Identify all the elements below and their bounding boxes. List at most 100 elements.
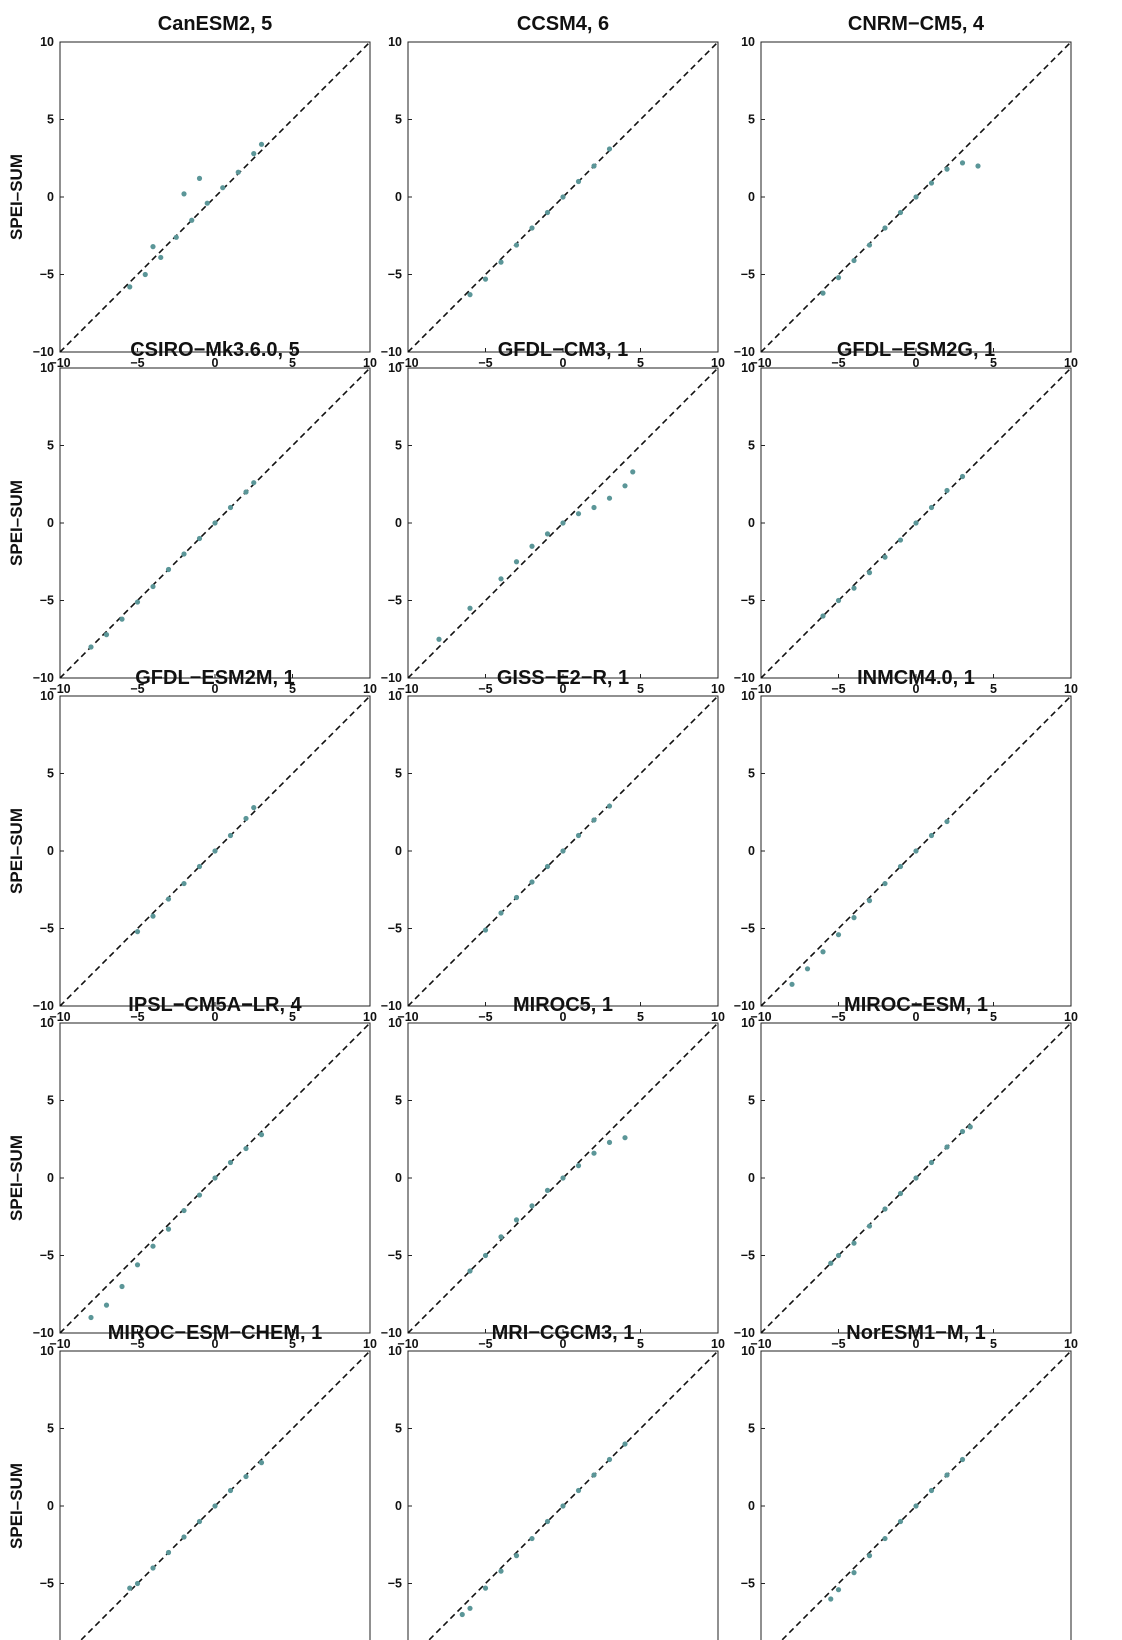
- one-to-one-reference-line: [59, 41, 371, 353]
- data-point: [789, 981, 795, 987]
- x-tick-label: −10: [750, 682, 771, 696]
- y-tick-label: −10: [33, 345, 54, 359]
- data-point: [258, 141, 265, 147]
- y-tick-label: −10: [33, 999, 54, 1013]
- y-tick-label: 10: [388, 689, 402, 703]
- data-point: [142, 271, 148, 278]
- data-point: [227, 504, 234, 511]
- panel-title: GFDL−ESM2G, 1: [837, 339, 995, 361]
- y-tick-label: 5: [748, 113, 755, 127]
- data-point: [103, 1302, 110, 1308]
- data-point: [459, 1611, 465, 1618]
- x-tick-label: 5: [637, 356, 644, 370]
- y-tick-label: −10: [381, 345, 402, 359]
- x-tick-label: 0: [560, 682, 567, 696]
- x-tick-label: −5: [831, 682, 845, 696]
- data-point: [243, 1473, 249, 1480]
- x-tick-label: 0: [212, 682, 219, 696]
- data-point: [150, 244, 156, 250]
- data-point: [544, 863, 551, 870]
- x-tick-label: 10: [363, 682, 377, 696]
- y-tick-label: 10: [741, 689, 755, 703]
- y-tick-label: 10: [741, 35, 755, 49]
- y-tick-label: 5: [748, 439, 755, 453]
- data-point: [227, 832, 234, 839]
- y-tick-label: 10: [388, 35, 402, 49]
- x-tick-label: 5: [289, 682, 296, 696]
- x-tick-label: 5: [990, 1337, 997, 1351]
- y-tick-label: −10: [734, 671, 755, 685]
- one-to-one-reference-line: [59, 695, 371, 1007]
- data-point: [928, 504, 935, 511]
- data-point: [482, 927, 489, 933]
- data-point: [913, 1503, 919, 1509]
- x-tick-label: −5: [130, 1337, 144, 1351]
- data-point: [913, 520, 919, 526]
- scatter-panel-3: CNRM−CM5, 4 −10 −5 0 5 10 −10 −5 0 5 10: [734, 13, 1078, 370]
- x-tick-label: 10: [363, 356, 377, 370]
- x-tick-label: 10: [711, 356, 725, 370]
- x-tick-label: 0: [913, 682, 920, 696]
- x-tick-label: 10: [1064, 1010, 1078, 1024]
- data-point: [913, 1175, 919, 1181]
- y-tick-label: 10: [741, 361, 755, 375]
- data-point: [165, 896, 172, 902]
- x-tick-label: −10: [49, 1337, 70, 1351]
- panel-title: GFDL−CM3, 1: [498, 339, 629, 361]
- x-tick-label: −5: [478, 1010, 492, 1024]
- data-point: [944, 166, 950, 172]
- data-point: [150, 583, 156, 590]
- x-tick-label: −10: [750, 1337, 771, 1351]
- one-to-one-reference-line: [407, 695, 719, 1007]
- scatter-panel-13: MIROC−ESM−CHEM, 1−10−50510−10−50510SPEI–…: [7, 1322, 371, 1640]
- data-point: [591, 817, 597, 823]
- data-point: [560, 848, 566, 854]
- data-point: [828, 1260, 834, 1266]
- data-point: [235, 169, 241, 175]
- x-tick-label: 0: [560, 356, 567, 370]
- y-tick-label: 0: [395, 1171, 402, 1185]
- y-axis-label: SPEI–SUM: [7, 480, 26, 566]
- data-point: [544, 1518, 551, 1525]
- data-point: [575, 178, 582, 185]
- data-point: [622, 483, 628, 489]
- data-point: [913, 848, 919, 854]
- y-tick-label: −5: [40, 1249, 54, 1263]
- x-tick-label: −5: [478, 356, 492, 370]
- data-point: [575, 511, 582, 517]
- data-point: [513, 1217, 520, 1223]
- data-point: [591, 163, 597, 169]
- data-point: [591, 1472, 597, 1478]
- y-tick-label: −10: [33, 1326, 54, 1340]
- y-tick-label: 10: [388, 1344, 402, 1358]
- x-tick-label: −5: [478, 682, 492, 696]
- data-point: [103, 632, 110, 638]
- data-point: [882, 880, 888, 887]
- x-tick-label: 10: [711, 1337, 725, 1351]
- y-tick-label: −5: [40, 594, 54, 608]
- y-tick-label: 0: [47, 844, 54, 858]
- x-tick-label: −5: [130, 682, 144, 696]
- data-point: [828, 1596, 834, 1602]
- data-point: [134, 929, 141, 935]
- data-point: [975, 163, 981, 169]
- x-tick-label: −10: [49, 356, 70, 370]
- data-point: [88, 1314, 94, 1321]
- scatter-panel-2: CCSM4, 6 −10 −5 0 5 10 −10 −5 0 5 10: [381, 13, 725, 370]
- data-point: [959, 1128, 966, 1135]
- data-point: [251, 805, 257, 811]
- y-tick-label: −5: [741, 268, 755, 282]
- one-to-one-reference-line: [780, 1350, 1072, 1640]
- data-point: [498, 910, 504, 916]
- scatter-panel-10: IPSL−CM5A−LR, 4−10 −5 0 5 10−10−50510SPEI–SU…: [7, 994, 377, 1351]
- one-to-one-reference-line: [407, 1022, 719, 1334]
- data-point: [882, 225, 888, 231]
- data-point: [227, 1487, 234, 1494]
- data-point: [498, 576, 504, 582]
- x-tick-label: −10: [49, 682, 70, 696]
- data-point: [204, 200, 210, 206]
- y-axis-label: SPEI–SUM: [7, 808, 26, 894]
- data-point: [251, 480, 257, 486]
- data-point: [897, 537, 904, 543]
